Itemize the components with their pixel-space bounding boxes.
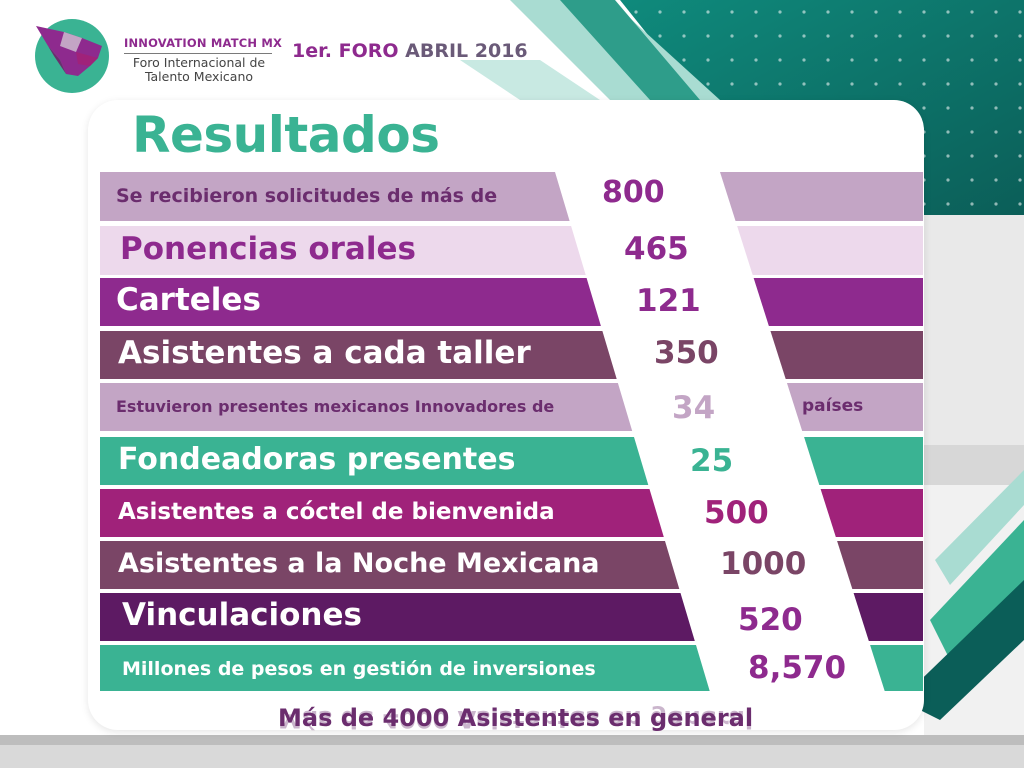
row-label: Estuvieron presentes mexicanos Innovador… [116,397,555,416]
row-label: Vinculaciones [122,597,362,633]
brand-subtitle: Foro Internacional de Talento Mexicano [132,55,266,84]
event-month-year: ABRIL 2016 [405,40,528,62]
value-posters: 121 [636,283,701,319]
value-countries-suffix: países [802,396,864,416]
value-countries: 34 [672,390,716,426]
row-label: Asistentes a la Noche Mexicana [118,548,600,579]
row-label: Ponencias orales [120,231,416,267]
footer-reflection: Más de 4000 Asistentes en general [278,705,754,733]
value-connections: 520 [738,602,803,638]
value-investments: 8,570 [748,650,847,686]
value-cocktail: 500 [704,495,769,531]
result-row-applications: Se recibieron solicitudes de más de [100,172,923,221]
row-label: Se recibieron solicitudes de más de [116,185,498,207]
row-label: Carteles [116,282,261,318]
result-row-posters: Carteles [100,278,923,326]
value-applications: 800 [602,175,665,210]
brand-name: INNOVATION MATCH MX [124,36,283,50]
event-edition: 1er. FORO [292,40,399,62]
result-row-oral-talks: Ponencias orales [100,226,923,275]
value-workshop-attendees: 350 [654,335,719,371]
value-funders: 25 [690,443,734,479]
brand-divider [124,53,272,54]
row-label: Fondeadoras presentes [118,442,516,477]
page-title: Resultados [132,106,440,164]
value-oral-talks: 465 [624,231,689,267]
innovation-match-logo-icon [35,19,109,93]
event-date: 1er. FORO ABRIL 2016 [292,40,528,62]
row-label: Asistentes a cóctel de bienvenida [118,499,555,525]
footer-total-attendees: Más de 4000 Asistentes en general [278,704,754,732]
row-label: Millones de pesos en gestión de inversio… [122,658,596,680]
row-label: Asistentes a cada taller [118,335,531,371]
value-mexican-night: 1000 [720,546,807,582]
result-row-workshop-attendees: Asistentes a cada taller [100,331,923,379]
